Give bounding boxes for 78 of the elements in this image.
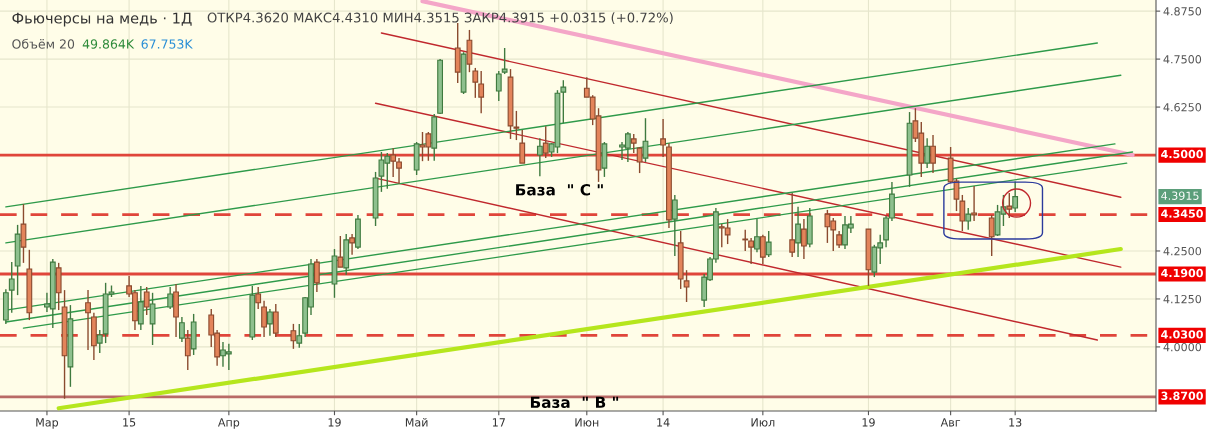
candlestick	[478, 70, 485, 114]
candlestick	[261, 300, 267, 338]
annotation: Объём 20	[12, 38, 75, 49]
candlestick	[313, 258, 320, 293]
candlestick	[542, 125, 549, 159]
ref-line-label: 4.1900	[1161, 268, 1203, 278]
candlestick	[143, 286, 150, 316]
candlestick	[184, 329, 191, 371]
text: Фьючерсы на медь · 1Д	[12, 12, 192, 27]
candlestick	[290, 323, 297, 350]
candlestick	[167, 286, 174, 310]
y-tick-label: 4.0000	[1163, 342, 1202, 352]
candlestick	[742, 229, 749, 252]
annotation: 67.753K	[141, 39, 193, 49]
candlestick	[765, 230, 772, 258]
candlestick	[495, 70, 502, 102]
candlestick	[1012, 180, 1019, 213]
candlestick	[267, 308, 273, 337]
x-tick-label: 19	[862, 418, 875, 427]
candlestick	[683, 269, 690, 303]
candlestick	[971, 185, 977, 222]
candlestick	[801, 218, 807, 260]
candlestick	[149, 292, 156, 346]
text: ОТКР4.3620 МАКС4.4310 МИН4.3515 ЗАКР4.3915 +0.0315 (+0.72%)	[207, 12, 673, 25]
annotation: База " С "	[516, 183, 603, 196]
candlestick	[930, 134, 936, 174]
text: 4.3915	[1161, 191, 1199, 200]
candlestick	[560, 79, 567, 124]
candlestick	[337, 235, 344, 268]
x-tick-label: Июн	[575, 418, 599, 427]
x-tick-label: Мар	[36, 418, 59, 429]
candlestick	[255, 286, 262, 310]
candlestick	[349, 233, 355, 256]
candlestick	[754, 218, 760, 253]
ref-line-label: 4.0300	[1161, 330, 1203, 339]
candlestick	[748, 237, 755, 265]
candlestick	[519, 129, 526, 164]
x-tick-label: Июл	[751, 418, 775, 427]
annotation: База " В "	[530, 396, 619, 409]
x-tick-label: 14	[657, 418, 670, 427]
x-tick-label: 17	[492, 418, 505, 427]
candlestick	[472, 67, 479, 99]
x-tick-label: Авг	[940, 418, 961, 427]
candlestick	[789, 192, 796, 258]
y-tick-label: 4.8750	[1163, 7, 1202, 16]
candlestick	[536, 137, 543, 177]
candlestick	[501, 47, 508, 75]
candlestick	[85, 289, 91, 351]
candlestick	[272, 303, 279, 338]
candlestick	[671, 194, 678, 257]
candlestick	[959, 194, 966, 232]
y-tick-label: 4.7500	[1163, 55, 1202, 64]
x-tick-label: Май	[405, 418, 428, 427]
candlestick	[759, 234, 766, 265]
candlestick	[660, 118, 666, 158]
candlestick	[642, 117, 649, 163]
y-tick-label: 4.1250	[1163, 294, 1202, 304]
candlestick	[630, 133, 637, 154]
candlestick	[965, 207, 972, 231]
candlestick	[137, 285, 144, 331]
x-tick-label: 19	[328, 418, 341, 427]
ref-line-label: 3.8700	[1161, 391, 1203, 401]
y-tick-label: 4.6250	[1163, 103, 1202, 112]
candlestick	[179, 316, 185, 343]
x-tick-label: Апр	[217, 418, 240, 429]
candlestick	[296, 323, 303, 349]
candlestick	[795, 206, 801, 258]
candlestick	[924, 137, 931, 169]
ref-line-label: 4.3450	[1161, 209, 1203, 218]
candlestick	[466, 29, 473, 73]
x-tick-label: 15	[123, 418, 136, 427]
y-tick-label: 4.2500	[1163, 246, 1202, 256]
ref-line-label: 4.5000	[1161, 149, 1203, 159]
candlestick	[636, 146, 643, 174]
candlestick	[1006, 192, 1013, 219]
annotation: 49.864K	[82, 39, 135, 49]
candlestick	[988, 214, 995, 257]
x-tick-label: 13	[1009, 418, 1022, 427]
